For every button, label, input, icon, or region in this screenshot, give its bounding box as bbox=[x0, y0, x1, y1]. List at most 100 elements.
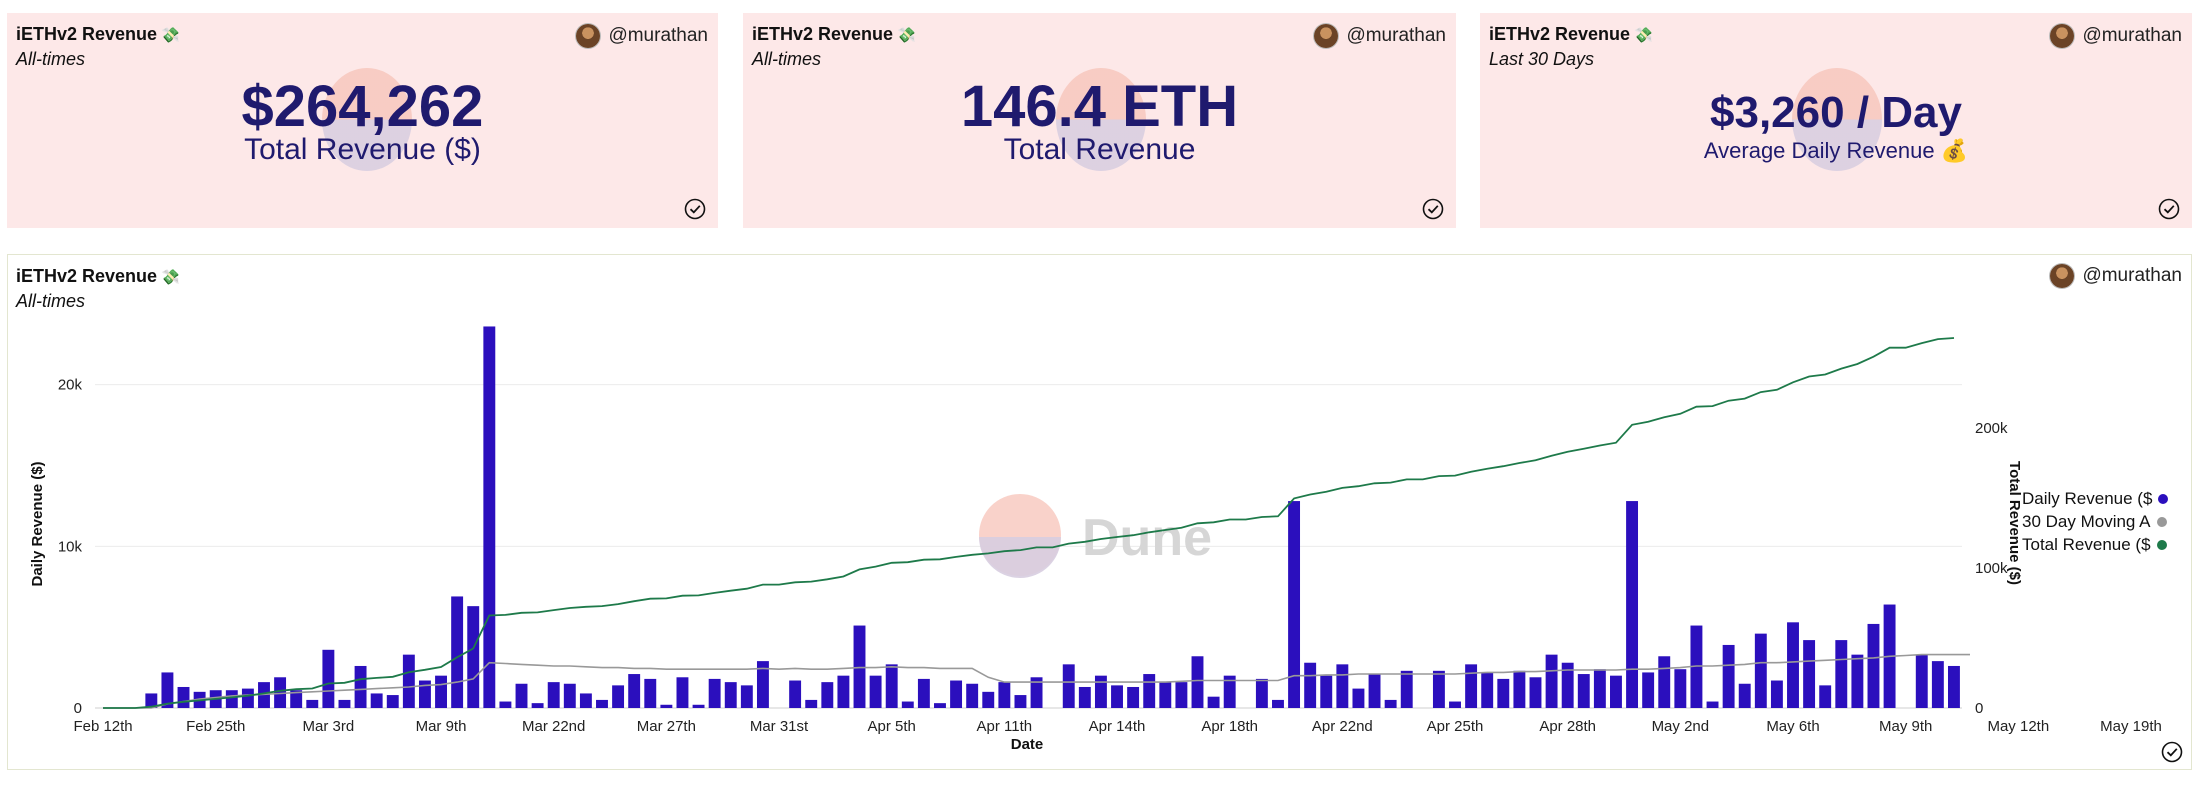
daily-revenue-bar bbox=[1223, 675, 1236, 708]
daily-revenue-bar bbox=[676, 677, 689, 708]
x-tick-label: Feb 12th bbox=[73, 718, 132, 735]
money-with-wings-icon: 💸 bbox=[897, 27, 916, 44]
daily-revenue-bar bbox=[145, 693, 158, 708]
daily-revenue-bar bbox=[1304, 662, 1317, 708]
author-link[interactable]: @murathan bbox=[2050, 23, 2182, 49]
daily-revenue-bar bbox=[982, 691, 995, 708]
daily-revenue-bar bbox=[1030, 677, 1043, 708]
dune-watermark: Dune bbox=[979, 494, 1212, 578]
daily-revenue-bar bbox=[1449, 701, 1461, 708]
daily-revenue-bar bbox=[821, 682, 834, 708]
chart-lines bbox=[103, 337, 1970, 709]
daily-revenue-bar bbox=[451, 596, 464, 708]
x-tick-label: Mar 31st bbox=[750, 718, 809, 735]
dune-logo-lower-icon bbox=[979, 537, 1061, 578]
counter-label: Total Revenue ($) bbox=[244, 133, 481, 166]
avatar bbox=[576, 24, 601, 48]
dune-watermark-text: Dune bbox=[1082, 509, 1212, 567]
avatar bbox=[2050, 24, 2075, 48]
chart-axes: 0 10k 20k 0 100k 200k Feb 12th Feb 25th Mar 3rd M… bbox=[29, 377, 2162, 753]
daily-revenue-bar bbox=[853, 625, 866, 708]
total-revenue-line bbox=[103, 337, 1955, 709]
legend-item-total-revenue[interactable]: Total Revenue ($ bbox=[2022, 533, 2168, 556]
check-circle-icon bbox=[2161, 741, 2183, 763]
legend-item-moving-average[interactable]: 30 Day Moving A bbox=[2022, 510, 2168, 533]
daily-revenue-bar bbox=[1352, 688, 1365, 708]
author-link[interactable]: @murathan bbox=[576, 23, 708, 49]
x-tick-label: Apr 18th bbox=[1201, 718, 1258, 735]
legend-dot-daily-revenue bbox=[2158, 493, 2169, 504]
x-tick-label: May 6th bbox=[1766, 718, 1819, 735]
card-subtitle: All-times bbox=[16, 49, 86, 69]
daily-revenue-bar bbox=[1915, 654, 1928, 708]
daily-revenue-bar bbox=[225, 690, 238, 708]
daily-revenue-bar bbox=[1867, 623, 1880, 708]
author-link[interactable]: @murathan bbox=[1314, 23, 1446, 49]
counter-card-average-daily-revenue: iETHv2 Revenue 💸 Last 30 Days @murathan $… bbox=[1480, 13, 2192, 228]
daily-revenue-bar bbox=[1207, 696, 1220, 708]
daily-revenue-bar bbox=[1481, 672, 1494, 708]
daily-revenue-bar bbox=[1288, 501, 1301, 708]
avatar bbox=[2050, 264, 2075, 288]
card-title: iETHv2 Revenue 💸 bbox=[752, 24, 916, 44]
daily-revenue-bar bbox=[1722, 644, 1735, 708]
legend-dot-moving-average bbox=[2156, 516, 2167, 527]
counter-label: Average Daily Revenue 💰 bbox=[1703, 138, 1969, 163]
daily-revenue-bar bbox=[1432, 670, 1445, 708]
y-axis-title: Daily Revenue ($) bbox=[29, 461, 46, 586]
x-tick-label: Apr 25th bbox=[1427, 718, 1484, 735]
daily-revenue-bar bbox=[708, 678, 721, 708]
daily-revenue-bar bbox=[1642, 672, 1655, 708]
daily-revenue-bar bbox=[789, 680, 802, 708]
daily-revenue-bar bbox=[467, 606, 480, 708]
daily-revenue-bar bbox=[1931, 661, 1944, 708]
money-with-wings-icon: 💸 bbox=[161, 27, 180, 44]
x-tick-label: Apr 5th bbox=[868, 718, 916, 735]
daily-revenue-bar bbox=[917, 678, 930, 708]
legend-item-daily-revenue[interactable]: Daily Revenue ($ bbox=[2022, 487, 2169, 510]
daily-revenue-bar bbox=[1610, 675, 1622, 708]
daily-revenue-bar bbox=[837, 675, 850, 708]
daily-revenue-bar bbox=[612, 685, 625, 708]
daily-revenue-bar bbox=[660, 704, 673, 708]
x-tick-label: May 12th bbox=[1987, 718, 2049, 735]
money-with-wings-icon: 💸 bbox=[161, 269, 180, 286]
daily-revenue-bar bbox=[177, 686, 190, 708]
author-link[interactable]: @murathan bbox=[2050, 263, 2182, 289]
daily-revenue-bar bbox=[805, 699, 818, 708]
daily-revenue-bar bbox=[1787, 622, 1799, 708]
dune-logo-watermark-icon bbox=[322, 68, 412, 171]
daily-revenue-bar bbox=[966, 683, 979, 708]
counter-card-total-revenue-eth: iETHv2 Revenue 💸 All-times @murathan 146.… bbox=[743, 13, 1456, 228]
daily-revenue-bar bbox=[515, 683, 528, 708]
chart-legend: Daily Revenue ($ 30 Day Moving A Total R… bbox=[2022, 487, 2169, 556]
card-subtitle: All-times bbox=[752, 49, 822, 69]
x-tick-label: May 19th bbox=[2100, 718, 2162, 735]
daily-revenue-bar bbox=[1529, 677, 1542, 708]
y-tick-label: 20k bbox=[58, 377, 83, 394]
x-tick-label: Apr 14th bbox=[1089, 718, 1146, 735]
daily-revenue-bar bbox=[1143, 674, 1156, 708]
check-circle-icon bbox=[1422, 198, 1444, 220]
daily-revenue-bar bbox=[1738, 683, 1751, 708]
daily-revenue-bar bbox=[724, 682, 737, 708]
daily-revenue-bar bbox=[274, 677, 287, 708]
daily-revenue-bar bbox=[1545, 654, 1558, 708]
y-tick-label: 10k bbox=[58, 538, 83, 555]
daily-revenue-bar bbox=[1770, 680, 1783, 708]
dune-logo-watermark-icon bbox=[1792, 68, 1882, 171]
card-title: iETHv2 Revenue 💸 bbox=[1489, 24, 1653, 44]
daily-revenue-bar bbox=[418, 680, 431, 708]
daily-revenue-bar bbox=[934, 703, 946, 708]
money-with-wings-icon: 💸 bbox=[1634, 27, 1653, 44]
x-tick-label: Feb 25th bbox=[186, 718, 245, 735]
x-axis-title: Date bbox=[1011, 736, 1044, 753]
x-tick-label: May 9th bbox=[1879, 718, 1932, 735]
moving-average-line bbox=[103, 653, 1970, 709]
daily-revenue-bar bbox=[644, 678, 657, 708]
counter-card-total-revenue-usd: iETHv2 Revenue 💸 All-times @murathan $264… bbox=[7, 13, 718, 228]
y-tick-label: 0 bbox=[74, 700, 82, 717]
daily-revenue-bar bbox=[1819, 685, 1832, 708]
x-tick-label: Apr 28th bbox=[1539, 718, 1596, 735]
y2-tick-label: 0 bbox=[1975, 700, 1983, 717]
